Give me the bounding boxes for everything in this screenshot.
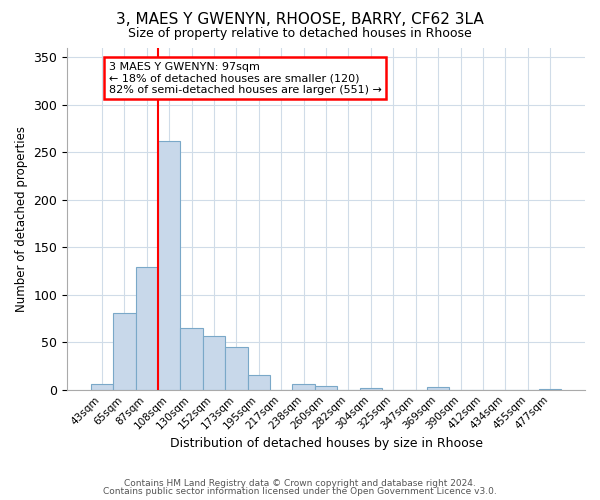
Bar: [427, 387, 449, 390]
Bar: [360, 388, 382, 390]
Bar: [248, 376, 270, 390]
Bar: [136, 267, 158, 390]
Bar: [315, 386, 337, 390]
Bar: [158, 140, 181, 390]
X-axis label: Distribution of detached houses by size in Rhoose: Distribution of detached houses by size …: [170, 437, 482, 450]
Text: 3, MAES Y GWENYN, RHOOSE, BARRY, CF62 3LA: 3, MAES Y GWENYN, RHOOSE, BARRY, CF62 3L…: [116, 12, 484, 28]
Bar: [113, 312, 136, 390]
Bar: [181, 328, 203, 390]
Bar: [91, 384, 113, 390]
Text: Contains public sector information licensed under the Open Government Licence v3: Contains public sector information licen…: [103, 487, 497, 496]
Bar: [225, 347, 248, 390]
Bar: [203, 336, 225, 390]
Text: Contains HM Land Registry data © Crown copyright and database right 2024.: Contains HM Land Registry data © Crown c…: [124, 478, 476, 488]
Y-axis label: Number of detached properties: Number of detached properties: [15, 126, 28, 312]
Bar: [539, 389, 562, 390]
Bar: [292, 384, 315, 390]
Text: 3 MAES Y GWENYN: 97sqm
← 18% of detached houses are smaller (120)
82% of semi-de: 3 MAES Y GWENYN: 97sqm ← 18% of detached…: [109, 62, 382, 95]
Text: Size of property relative to detached houses in Rhoose: Size of property relative to detached ho…: [128, 28, 472, 40]
